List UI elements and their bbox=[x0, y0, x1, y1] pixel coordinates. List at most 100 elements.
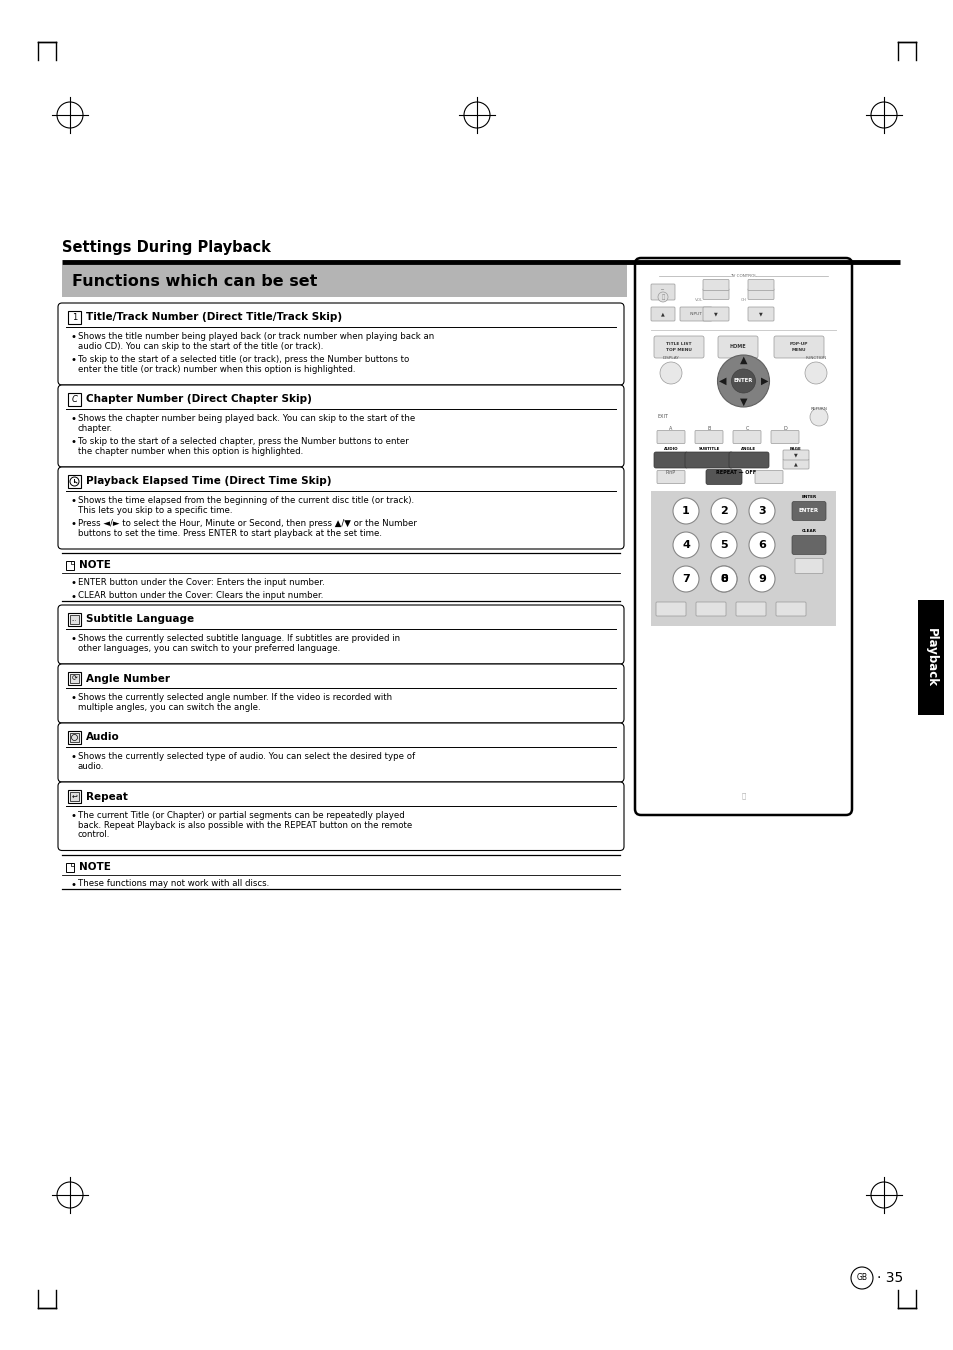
Bar bbox=[62, 265, 626, 297]
Text: ◀: ◀ bbox=[718, 377, 725, 386]
FancyBboxPatch shape bbox=[58, 782, 623, 850]
Text: Functions which can be set: Functions which can be set bbox=[71, 274, 317, 289]
Bar bbox=[650, 491, 835, 626]
Circle shape bbox=[672, 566, 699, 593]
FancyBboxPatch shape bbox=[684, 452, 732, 468]
Text: CLEAR: CLEAR bbox=[801, 529, 816, 533]
Text: 0: 0 bbox=[720, 574, 727, 585]
Text: B: B bbox=[706, 427, 710, 432]
FancyBboxPatch shape bbox=[654, 336, 703, 358]
Circle shape bbox=[672, 498, 699, 524]
FancyBboxPatch shape bbox=[747, 289, 773, 300]
FancyBboxPatch shape bbox=[696, 602, 725, 616]
Text: Angle Number: Angle Number bbox=[86, 674, 170, 683]
Text: NOTE: NOTE bbox=[79, 861, 111, 872]
Bar bbox=[66, 863, 74, 872]
Text: •: • bbox=[71, 752, 77, 761]
Circle shape bbox=[710, 498, 737, 524]
Text: Subtitle Language: Subtitle Language bbox=[86, 614, 193, 625]
Text: ⏻: ⏻ bbox=[660, 294, 664, 300]
FancyBboxPatch shape bbox=[657, 471, 684, 483]
Text: Shows the time elapsed from the beginning of the current disc title (or track).
: Shows the time elapsed from the beginnin… bbox=[78, 495, 414, 514]
FancyBboxPatch shape bbox=[58, 302, 623, 385]
Circle shape bbox=[659, 362, 681, 383]
Text: C: C bbox=[71, 396, 77, 404]
Text: ···: ··· bbox=[660, 288, 664, 293]
FancyBboxPatch shape bbox=[794, 559, 822, 574]
FancyBboxPatch shape bbox=[635, 258, 851, 815]
Circle shape bbox=[850, 1268, 872, 1289]
Text: AUDIO: AUDIO bbox=[663, 447, 678, 451]
FancyBboxPatch shape bbox=[702, 289, 728, 300]
Text: ⟳: ⟳ bbox=[71, 675, 77, 682]
Text: •: • bbox=[71, 811, 77, 821]
Text: TOP MENU: TOP MENU bbox=[665, 348, 691, 352]
FancyBboxPatch shape bbox=[791, 501, 825, 521]
Text: Playback: Playback bbox=[923, 629, 937, 687]
FancyBboxPatch shape bbox=[702, 279, 728, 290]
Text: ▼: ▼ bbox=[714, 312, 717, 316]
Text: •: • bbox=[71, 879, 77, 890]
Text: EXIT: EXIT bbox=[657, 414, 668, 420]
FancyBboxPatch shape bbox=[754, 471, 782, 483]
Text: •: • bbox=[71, 634, 77, 644]
Circle shape bbox=[804, 362, 826, 383]
Text: •: • bbox=[71, 355, 77, 364]
Text: Shows the chapter number being played back. You can skip to the start of the
cha: Shows the chapter number being played ba… bbox=[78, 414, 415, 433]
Text: CLEAR button under the Cover: Clears the input number.: CLEAR button under the Cover: Clears the… bbox=[78, 591, 323, 601]
Text: ...: ... bbox=[71, 617, 77, 622]
Text: VOL: VOL bbox=[694, 298, 702, 302]
Text: Title/Track Number (Direct Title/Track Skip): Title/Track Number (Direct Title/Track S… bbox=[86, 312, 342, 323]
Text: TITLE LIST: TITLE LIST bbox=[665, 342, 691, 346]
Text: 3: 3 bbox=[758, 506, 765, 516]
Circle shape bbox=[672, 532, 699, 558]
Text: Shows the currently selected type of audio. You can select the desired type of
a: Shows the currently selected type of aud… bbox=[78, 752, 415, 771]
Text: Shows the title number being played back (or track number when playing back an
a: Shows the title number being played back… bbox=[78, 332, 434, 351]
FancyBboxPatch shape bbox=[58, 664, 623, 724]
Text: CH: CH bbox=[740, 298, 746, 302]
FancyBboxPatch shape bbox=[728, 452, 768, 468]
Text: D: D bbox=[782, 427, 786, 432]
Text: PAGE: PAGE bbox=[789, 447, 801, 451]
Text: Shows the currently selected subtitle language. If subtitles are provided in
oth: Shows the currently selected subtitle la… bbox=[78, 634, 399, 652]
Text: SUBTITLE: SUBTITLE bbox=[698, 447, 719, 451]
Text: MENU: MENU bbox=[791, 348, 805, 352]
Bar bbox=[68, 310, 81, 324]
Text: ▶: ▶ bbox=[760, 377, 767, 386]
FancyBboxPatch shape bbox=[747, 279, 773, 290]
Text: ⌒: ⌒ bbox=[740, 792, 745, 799]
Text: •: • bbox=[71, 437, 77, 447]
FancyBboxPatch shape bbox=[650, 306, 675, 321]
Text: The current Title (or Chapter) or partial segments can be repeatedly played
back: The current Title (or Chapter) or partia… bbox=[78, 811, 412, 840]
Text: DISPLAY: DISPLAY bbox=[662, 356, 679, 360]
Text: ▼: ▼ bbox=[759, 312, 762, 316]
Text: ▲: ▲ bbox=[739, 355, 746, 364]
Circle shape bbox=[809, 408, 827, 427]
Text: ENTER: ENTER bbox=[798, 509, 819, 513]
Text: ▲: ▲ bbox=[660, 312, 664, 316]
FancyBboxPatch shape bbox=[705, 470, 741, 485]
Text: A: A bbox=[669, 427, 672, 432]
Text: Audio: Audio bbox=[86, 733, 120, 743]
Bar bbox=[68, 613, 81, 626]
Text: POP-UP: POP-UP bbox=[789, 342, 807, 346]
FancyBboxPatch shape bbox=[695, 431, 722, 444]
FancyBboxPatch shape bbox=[775, 602, 805, 616]
Text: REPEAT — OFF: REPEAT — OFF bbox=[715, 470, 756, 474]
Text: •: • bbox=[71, 578, 77, 589]
FancyBboxPatch shape bbox=[650, 284, 675, 300]
Text: C: C bbox=[744, 427, 748, 432]
FancyBboxPatch shape bbox=[702, 306, 728, 321]
FancyBboxPatch shape bbox=[58, 467, 623, 549]
Bar bbox=[68, 730, 81, 744]
Text: 9: 9 bbox=[758, 574, 765, 585]
Circle shape bbox=[710, 566, 737, 593]
FancyBboxPatch shape bbox=[732, 431, 760, 444]
Text: NOTE: NOTE bbox=[79, 560, 111, 570]
Bar bbox=[68, 475, 81, 487]
Text: 1: 1 bbox=[681, 506, 689, 516]
Text: Playback Elapsed Time (Direct Time Skip): Playback Elapsed Time (Direct Time Skip) bbox=[86, 477, 331, 486]
Text: 8: 8 bbox=[720, 574, 727, 585]
FancyBboxPatch shape bbox=[58, 605, 623, 664]
FancyBboxPatch shape bbox=[58, 724, 623, 782]
